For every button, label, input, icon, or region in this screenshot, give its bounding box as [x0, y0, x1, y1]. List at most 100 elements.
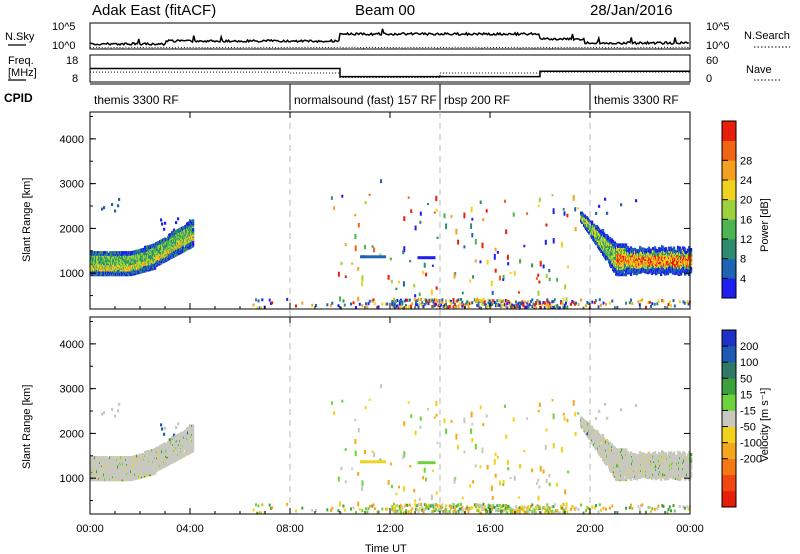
power-cell	[102, 266, 105, 270]
power-cell	[416, 299, 419, 303]
power-cell	[608, 301, 611, 305]
power-cell	[432, 299, 435, 303]
power-cell	[636, 272, 639, 276]
power-cell	[435, 302, 437, 306]
power-cell	[562, 297, 565, 301]
power-cell	[466, 301, 469, 305]
power-cell	[448, 299, 451, 303]
power-cell	[417, 256, 420, 260]
power-cell	[423, 262, 426, 268]
power-cell	[385, 302, 387, 306]
power-cell	[97, 251, 100, 255]
power-cell	[433, 298, 436, 302]
power-cell	[640, 299, 642, 303]
power-cell	[413, 283, 416, 288]
power-cell	[435, 208, 438, 212]
velocity-cell	[105, 464, 108, 468]
power-cell	[393, 302, 396, 306]
velocity-cell	[160, 423, 163, 427]
power-cell	[452, 300, 455, 304]
power-cell	[602, 301, 605, 305]
power-cell	[580, 298, 582, 302]
power-cell	[666, 306, 669, 310]
power-cell	[478, 306, 481, 310]
power-cell	[126, 252, 129, 256]
power-cell	[453, 273, 456, 279]
power-cell	[401, 302, 404, 306]
power-cell	[507, 300, 510, 304]
power-cell	[656, 302, 659, 306]
power-cell	[687, 302, 690, 306]
power-cell	[477, 301, 480, 305]
power-cell	[490, 301, 492, 305]
power-cell	[401, 300, 404, 304]
power-cell	[662, 246, 665, 250]
velocity-cell	[163, 432, 166, 436]
power-cell	[570, 302, 572, 306]
power-cell	[668, 300, 671, 304]
power-cell	[117, 271, 120, 275]
velocity-cell	[113, 471, 116, 475]
power-cell	[505, 299, 507, 302]
power-cell	[617, 262, 620, 266]
power-cell	[105, 259, 108, 263]
power-cell	[486, 259, 489, 265]
power-cell	[398, 280, 400, 284]
power-cell	[357, 266, 360, 271]
power-cell	[145, 267, 148, 271]
power-cell	[192, 228, 195, 232]
power-cell	[416, 303, 419, 307]
power-cell	[488, 299, 491, 303]
cpid-segment-label: themis 3300 RF	[594, 93, 679, 107]
power-cell	[471, 217, 474, 221]
power-cell	[630, 271, 633, 275]
noise-left-tick-bottom: 10^0	[52, 40, 76, 52]
power-cell	[389, 257, 392, 261]
power-cell	[126, 262, 129, 266]
power-cell	[528, 303, 531, 307]
power-cell	[543, 301, 546, 305]
power-cell	[406, 298, 409, 302]
power-cell	[344, 275, 347, 279]
power-cell	[553, 305, 556, 309]
power-cell	[561, 301, 564, 305]
power-cell	[256, 306, 259, 310]
power-cell	[572, 195, 575, 201]
power-cell	[370, 255, 372, 259]
power-cell	[547, 300, 550, 304]
power-cell	[479, 200, 482, 205]
power-cell	[161, 222, 164, 226]
power-cell	[541, 302, 544, 306]
power-cell	[430, 289, 433, 296]
power-cell	[537, 302, 540, 306]
power-cell	[558, 306, 561, 310]
power-cell	[286, 297, 289, 301]
power-cell	[421, 256, 424, 260]
power-cell	[358, 302, 361, 306]
power-cell	[477, 299, 480, 303]
velocity-cell	[126, 467, 129, 471]
power-cell	[526, 301, 529, 305]
velocity-cell	[118, 402, 121, 406]
power-cell	[684, 249, 687, 253]
power-cell	[510, 305, 512, 309]
velocity-cell	[102, 471, 105, 475]
velocity-cell	[96, 457, 99, 461]
power-cell	[571, 300, 574, 303]
freq-right-tick-bottom: 0	[706, 73, 712, 85]
nave-label: Nave	[746, 64, 772, 76]
power-cell	[565, 297, 568, 302]
power-cell	[371, 299, 374, 303]
power-cell	[520, 302, 522, 305]
power-cell	[587, 302, 590, 305]
power-cell	[654, 246, 657, 250]
power-cell	[690, 266, 693, 270]
power-cell	[480, 299, 483, 305]
power-cell	[505, 301, 507, 305]
cpid-segments: themis 3300 RF normalsound (fast) 157 RF r…	[94, 84, 679, 110]
power-cell	[400, 305, 402, 309]
velocity-cell	[118, 471, 121, 475]
power-cell	[510, 302, 512, 306]
power-cell	[615, 243, 618, 246]
power-cell	[552, 238, 555, 244]
